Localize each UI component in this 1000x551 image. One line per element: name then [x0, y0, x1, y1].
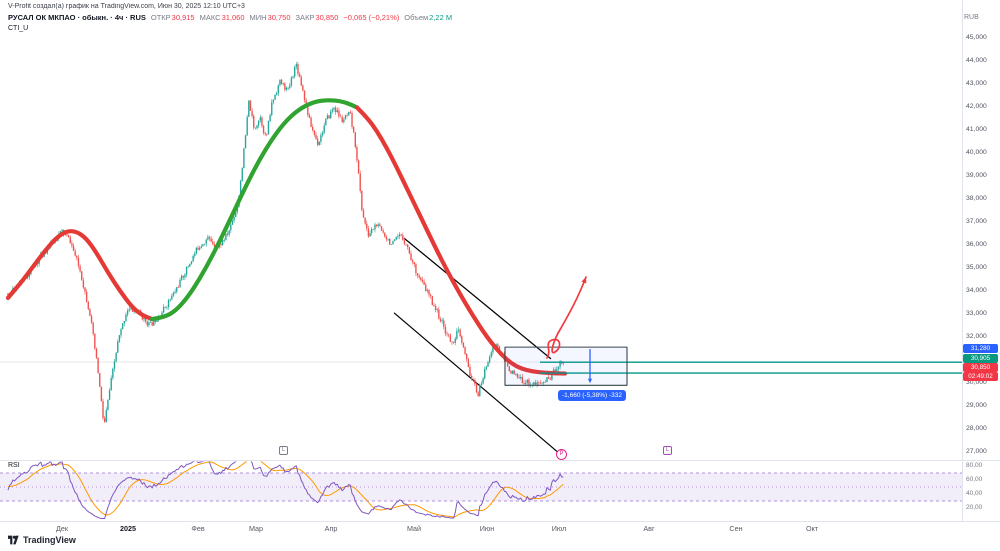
price-label-chip: 31,280: [963, 344, 998, 354]
tradingview-logo-text: TradingView: [23, 535, 76, 545]
rsi-tick-label: 20,00: [966, 504, 983, 511]
price-tick-label: 29,000: [966, 402, 987, 409]
low-pair: МИН30,750: [250, 13, 291, 22]
price-tick-label: 41,000: [966, 126, 987, 133]
symbol-title: РУСАЛ ОК МКПАО · обыкн. · 4ч · RUS: [8, 13, 146, 22]
change-value: −0,065 (−0,21%): [343, 13, 400, 22]
price-tick-label: 40,000: [966, 149, 987, 156]
price-tick-label: 28,000: [966, 425, 987, 432]
price-tick-label: 37,000: [966, 218, 987, 225]
time-tick-label: Дек: [55, 524, 69, 533]
symbol-legend[interactable]: РУСАЛ ОК МКПАО · обыкн. · 4ч · RUS ОТКР3…: [8, 13, 452, 22]
price-tick-label: 39,000: [966, 172, 987, 179]
tradingview-logo-icon: [8, 535, 19, 545]
price-tick-label: 38,000: [966, 195, 987, 202]
volume-label: Объем: [404, 13, 429, 22]
open-value: 30,915: [171, 13, 195, 22]
time-tick-label: Фев: [191, 524, 205, 533]
attribution-text: V-Profit создал(а) график на TradingView…: [8, 3, 245, 10]
price-tick-label: 36,000: [966, 241, 987, 248]
rsi-tick-label: 60,00: [966, 476, 983, 483]
chart-marker-badge[interactable]: L: [663, 446, 672, 455]
time-axis[interactable]: Дек 2025 Фев Мар Апр Май Июн Июл Авг Сен Окт: [0, 524, 1000, 538]
price-axis[interactable]: 45,000 44,000 43,000 42,000 41,000 40,000 39,0…: [963, 0, 1000, 522]
time-tick-label: Мар: [248, 524, 264, 533]
tradingview-logo[interactable]: TradingView: [8, 535, 76, 545]
price-tick-label: 27,000: [966, 448, 987, 455]
time-tick-label: 2025: [120, 524, 136, 533]
price-range-label[interactable]: -1,660 (-5,38%) -332: [558, 390, 626, 401]
rsi-tick-label: 40,00: [966, 490, 983, 497]
close-pair: ЗАКР30,850: [296, 13, 339, 22]
time-tick-label: Июн: [479, 524, 495, 533]
price-tick-label: 35,000: [966, 264, 987, 271]
price-tick-label: 45,000: [966, 34, 987, 41]
price-label-chip: 30,905: [963, 354, 998, 364]
time-tick-label: Май: [406, 524, 422, 533]
time-tick-label: Апр: [324, 524, 338, 533]
volume-pair: Объем2,22 М: [404, 13, 452, 22]
price-tick-label: 43,000: [966, 80, 987, 87]
price-tick-label: 32,000: [966, 333, 987, 340]
price-label-chip: 02:49:02: [963, 372, 998, 382]
close-value: 30,850: [315, 13, 339, 22]
chart-marker-badge[interactable]: L: [279, 446, 288, 455]
open-label: ОТКР: [150, 13, 171, 22]
currency-label: RUB: [964, 14, 979, 21]
price-tick-label: 42,000: [966, 103, 987, 110]
price-tick-label: 30,000: [966, 379, 987, 386]
high-value: 31,060: [221, 13, 245, 22]
time-tick-label: Июл: [551, 524, 567, 533]
open-pair: ОТКР30,915: [151, 13, 195, 22]
high-pair: МАКС31,060: [200, 13, 245, 22]
low-value: 30,750: [267, 13, 291, 22]
price-tick-label: 44,000: [966, 57, 987, 64]
price-tick-label: 34,000: [966, 287, 987, 294]
low-label: МИН: [249, 13, 267, 22]
close-label: ЗАКР: [295, 13, 315, 22]
time-tick-label: Авг: [643, 524, 655, 533]
volume-value: 2,22 М: [429, 13, 453, 22]
chart-marker-badge[interactable]: P: [556, 449, 567, 460]
price-tick-label: 33,000: [966, 310, 987, 317]
rsi-pane-label[interactable]: RSI: [8, 462, 20, 469]
price-label-chip: 30,850: [963, 363, 998, 373]
rsi-tick-label: 80,00: [966, 462, 983, 469]
high-label: МАКС: [199, 13, 221, 22]
indicator-label[interactable]: CTI_U: [8, 25, 29, 32]
time-tick-label: Окт: [805, 524, 819, 533]
time-tick-label: Сен: [729, 524, 743, 533]
